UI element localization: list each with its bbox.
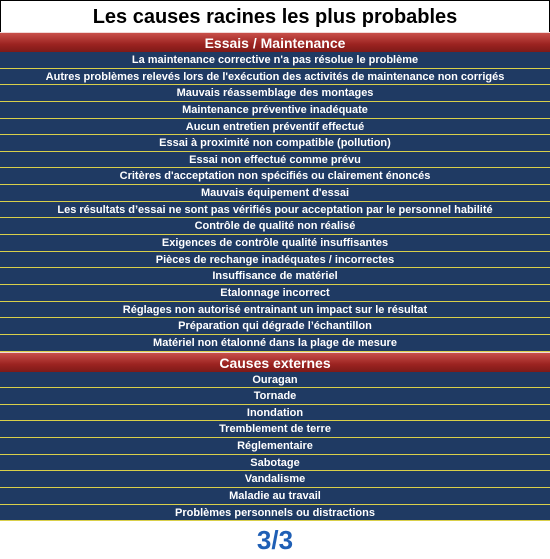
cause-row: Tornade [0, 388, 550, 405]
page-number: 3/3 [256, 525, 294, 556]
cause-row: Exigences de contrôle qualité insuffisan… [0, 235, 550, 252]
cause-row: Sabotage [0, 454, 550, 472]
section-title: Essais / Maintenance [0, 32, 550, 52]
cause-row: Mauvais réassemblage des montages [0, 85, 550, 102]
cause-row: Pièces de rechange inadéquates / incorre… [0, 251, 550, 269]
cause-row: Vandalisme [0, 471, 550, 489]
cause-row: Essai non effectué comme prévu [0, 151, 550, 169]
cause-row: Autres problèmes relevés lors de l'exécu… [0, 68, 550, 86]
sections: Essais / Maintenance La maintenance corre… [0, 32, 550, 522]
cause-row: Aucun entretien préventif effectué [0, 118, 550, 136]
cause-row: Etalonnage incorrect [0, 284, 550, 302]
cause-row: Ouragan [0, 371, 550, 389]
cause-row: La maintenance corrective n'a pas résolu… [0, 52, 550, 69]
cause-row: Contrôle de qualité non réalisé [0, 218, 550, 236]
cause-row: Réglementaire [0, 438, 550, 455]
title: Les causes racines les plus probables [0, 0, 550, 32]
cause-row: Tremblement de terre [0, 421, 550, 439]
cause-row: Mauvais équipement d'essai [0, 185, 550, 202]
cause-row: Réglages non autorisé entrainant un impa… [0, 301, 550, 319]
section-title: Causes externes [0, 351, 550, 372]
cause-row: Matériel non étalonné dans la plage de m… [0, 334, 550, 352]
cause-row: Préparation qui dégrade l’échantillon [0, 318, 550, 335]
cause-row: Critères d'acceptation non spécifiés ou … [0, 168, 550, 186]
cause-row: Les résultats d’essai ne sont pas vérifi… [0, 201, 550, 219]
cause-row: Maladie au travail [0, 488, 550, 505]
cause-row: Essai à proximité non compatible (pollut… [0, 135, 550, 152]
cause-row: Inondation [0, 404, 550, 422]
cause-row: Maintenance préventive inadéquate [0, 101, 550, 119]
cause-row: Insuffisance de matériel [0, 268, 550, 285]
cause-row: Problèmes personnels ou distractions [0, 504, 550, 522]
